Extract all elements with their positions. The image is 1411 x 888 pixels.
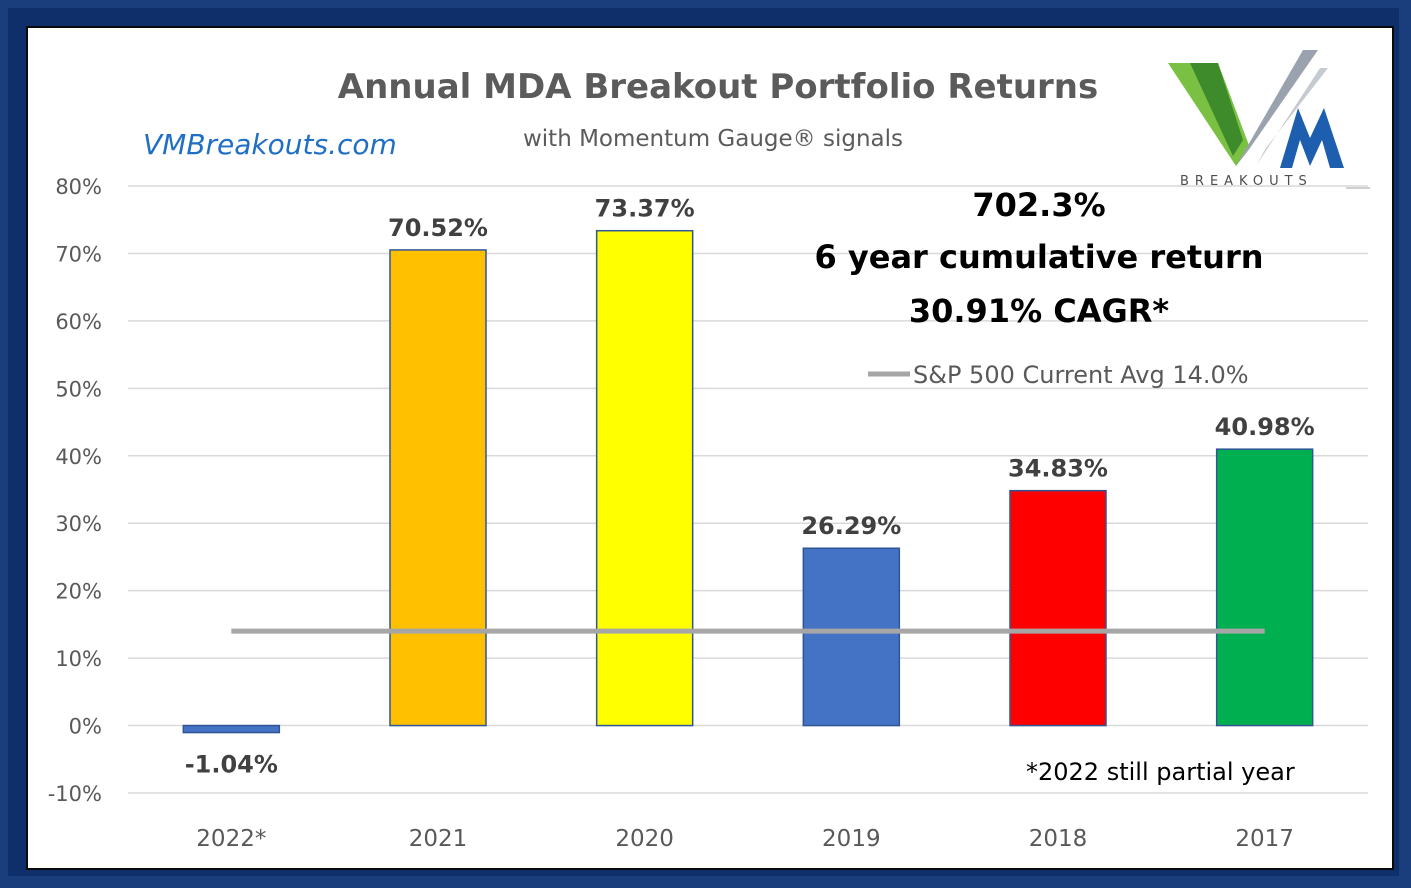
bar-2019	[802, 547, 901, 727]
legend-label: S&P 500 Current Avg 14.0%	[913, 361, 1249, 389]
footnote: *2022 still partial year	[1026, 758, 1295, 786]
chart-subtitle: with Momentum Gauge® signals	[523, 126, 903, 152]
chart-panel: 80% 70% 60% 50% 40% 30% 20% 10% 0% -10% -1.04% 70.…	[26, 26, 1394, 870]
x-category-label: 2019	[822, 826, 881, 852]
y-tick-label: 70%	[55, 242, 102, 266]
data-label: 73.37%	[595, 195, 695, 223]
data-label: -1.04%	[185, 751, 278, 779]
bar-2020	[595, 229, 694, 727]
bar-2022	[182, 724, 281, 734]
cumulative-return-value: 702.3%	[972, 186, 1105, 224]
data-label: 34.83%	[1008, 455, 1108, 483]
y-tick-label: 50%	[55, 377, 102, 401]
chart: 80% 70% 60% 50% 40% 30% 20% 10% 0% -10% -1.04% 70.…	[48, 50, 1370, 852]
data-label: 40.98%	[1215, 413, 1315, 441]
y-tick-label: -10%	[48, 782, 102, 806]
data-label: 26.29%	[801, 512, 901, 540]
y-tick-label: 60%	[55, 310, 102, 334]
bar-2017	[1215, 448, 1314, 727]
cagr-text: 30.91% CAGR*	[909, 292, 1170, 330]
y-tick-label: 20%	[55, 580, 102, 604]
vm-breakouts-logo-icon	[1168, 50, 1344, 168]
x-category-label: 2017	[1235, 826, 1294, 852]
x-category-label: 2020	[615, 826, 674, 852]
data-label: 70.52%	[388, 214, 488, 242]
chart-title: Annual MDA Breakout Portfolio Returns	[338, 67, 1098, 107]
logo-wordmark: BREAKOUTS	[1180, 174, 1313, 189]
x-category-label: 2018	[1029, 826, 1088, 852]
cumulative-return-text: 6 year cumulative return	[814, 238, 1263, 276]
bar-2021	[389, 249, 487, 727]
bars	[182, 229, 1314, 734]
x-category-label: 2021	[409, 826, 468, 852]
y-tick-label: 30%	[55, 512, 102, 536]
bar-2018	[1009, 489, 1107, 727]
y-tick-label: 0%	[69, 715, 102, 739]
y-axis-ticks: 80% 70% 60% 50% 40% 30% 20% 10% 0% -10%	[48, 175, 102, 806]
gridlines	[128, 185, 1368, 794]
x-category-label: 2022*	[196, 826, 266, 852]
website-link[interactable]: VMBreakouts.com	[143, 128, 397, 161]
outer-frame: 80% 70% 60% 50% 40% 30% 20% 10% 0% -10% -1.04% 70.…	[8, 8, 1399, 876]
y-tick-label: 10%	[55, 647, 102, 671]
y-tick-label: 80%	[55, 175, 102, 199]
y-tick-label: 40%	[55, 445, 102, 469]
data-labels: -1.04% 70.52% 73.37% 26.29% 34.83% 40.98%	[185, 195, 1315, 779]
x-axis-categories: 2022* 2021 2020 2019 2018 2017	[196, 826, 1294, 852]
